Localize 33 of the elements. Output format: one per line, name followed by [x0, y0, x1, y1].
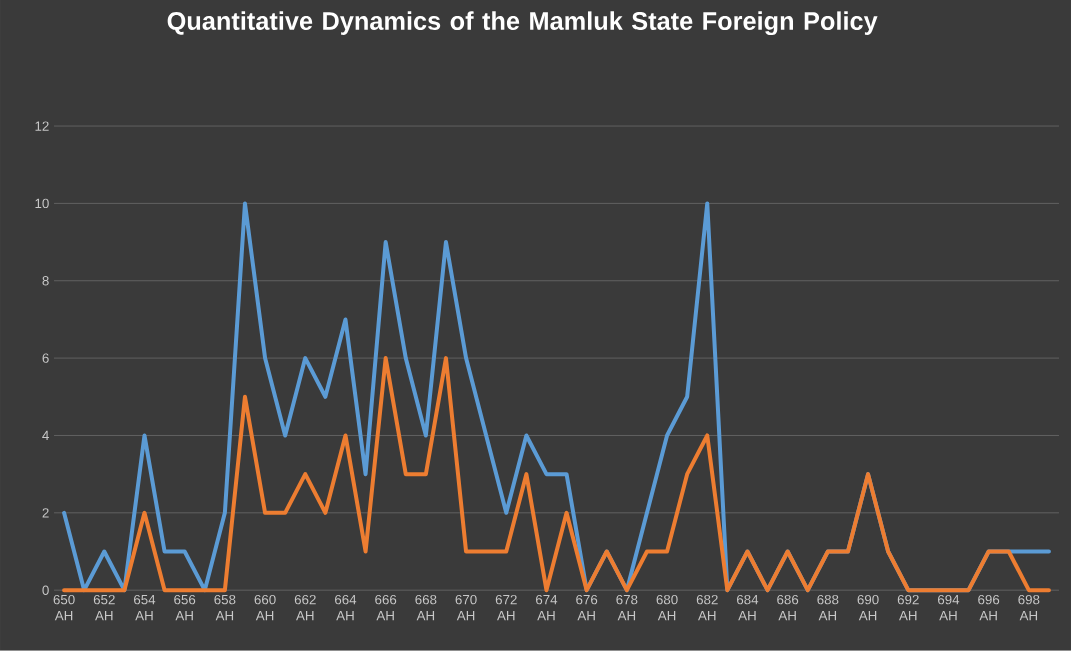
x-tick-label: 664 AH: [335, 594, 357, 621]
x-tick-label: 650 AH: [53, 594, 75, 621]
y-tick-label: 8: [42, 276, 49, 286]
y-tick-label: 12: [35, 121, 49, 131]
x-tick-label: 670 AH: [455, 594, 477, 621]
x-tick-label: 680 AH: [656, 594, 678, 621]
x-tick-label: 660 AH: [254, 594, 276, 621]
y-tick-label: 2: [42, 508, 49, 518]
x-tick-label: 692 AH: [897, 594, 919, 621]
y-tick-label: 4: [42, 430, 49, 441]
x-tick-label: 696 AH: [978, 594, 1000, 621]
x-tick-label: 688 AH: [817, 594, 839, 621]
x-tick-label: 678 AH: [616, 594, 638, 621]
x-tick-label: 668 AH: [415, 594, 437, 621]
x-tick-label: 694 AH: [937, 594, 960, 621]
chart-title: Quantitative Dynamics of the Mamluk State Foreign Policy: [167, 11, 878, 36]
x-tick-label: 690 AH: [857, 594, 879, 621]
x-tick-label: 676 AH: [576, 594, 598, 621]
y-tick-label: 10: [35, 198, 49, 209]
x-tick-label: 684 AH: [736, 594, 759, 621]
x-tick-label: 654 AH: [134, 594, 156, 621]
x-tick-label: 698 AH: [1018, 594, 1040, 621]
x-tick-label: 666 AH: [375, 594, 397, 621]
x-tick-label: 662 AH: [294, 594, 316, 621]
y-tick-label: 6: [42, 353, 49, 363]
x-tick-label: 652 AH: [93, 594, 115, 621]
x-tick-label: 682 AH: [696, 594, 718, 621]
y-tick-label: 0: [42, 585, 49, 595]
x-tick-label: 672 AH: [495, 594, 517, 621]
x-tick-label: 686 AH: [777, 594, 799, 621]
x-tick-label: 658 AH: [214, 594, 236, 621]
x-tick-label: 674 AH: [536, 594, 558, 621]
x-tick-label: 656 AH: [174, 594, 196, 621]
